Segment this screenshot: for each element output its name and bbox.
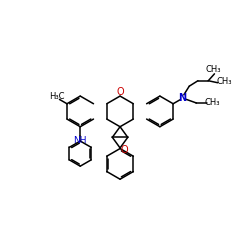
Text: CH₃: CH₃ bbox=[206, 65, 222, 74]
Text: NH: NH bbox=[73, 136, 87, 144]
Text: CH₃: CH₃ bbox=[205, 98, 220, 106]
Text: CH₃: CH₃ bbox=[216, 77, 232, 86]
Text: O: O bbox=[116, 87, 124, 97]
Text: O: O bbox=[121, 145, 128, 155]
Text: N: N bbox=[178, 93, 187, 103]
Text: H₃C: H₃C bbox=[49, 92, 64, 101]
